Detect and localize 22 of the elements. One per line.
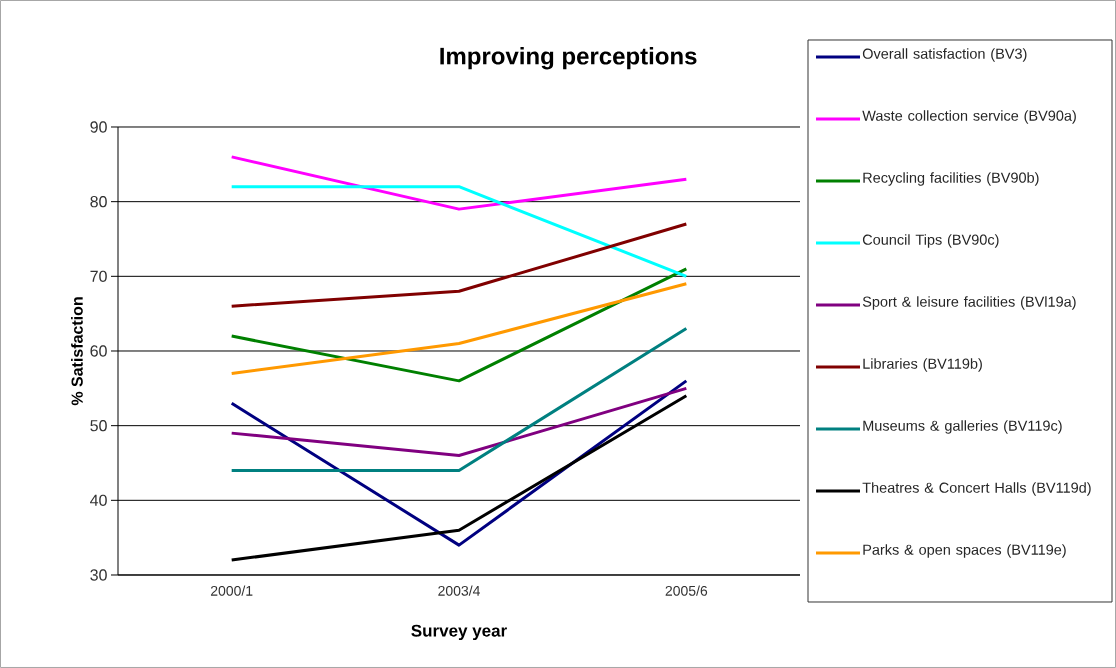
x-tick-label: 2000/1 [210,585,253,596]
legend-label: Overall satisfaction (BV3) [862,48,1027,62]
y-axis-title: % Satisfaction [71,297,83,406]
y-tick-label: 50 [90,420,107,432]
y-tick-label: 60 [90,345,107,357]
legend-label: Parks & open spaces (BV119e) [863,544,1066,558]
legend-label: Sport & leisure facilities (BVl19a) [862,296,1076,310]
x-tick-label: 2005/6 [665,585,708,596]
legend-label: Recycling facilities (BV90b) [863,172,1039,186]
y-tick-label: 80 [90,196,107,208]
x-tick-label: 2003/4 [438,585,480,596]
x-axis-title: Survey year [411,624,507,641]
legend-label: Libraries (BV119b) [863,358,982,372]
y-tick-label: 40 [90,494,107,506]
legend-label: Waste collection service (BV90a) [862,110,1076,124]
legend-label: Theatres & Concert Halls (BV119d) [862,482,1091,496]
y-tick-label: 90 [90,121,107,133]
y-tick-label: 70 [90,270,107,282]
legend-label: Council Tips (BV90c) [862,234,999,248]
legend-label: Museums & galleries (BV119c) [863,420,1062,434]
y-tick-label: 30 [90,569,107,581]
chart-title: Improving perceptions [440,46,697,70]
